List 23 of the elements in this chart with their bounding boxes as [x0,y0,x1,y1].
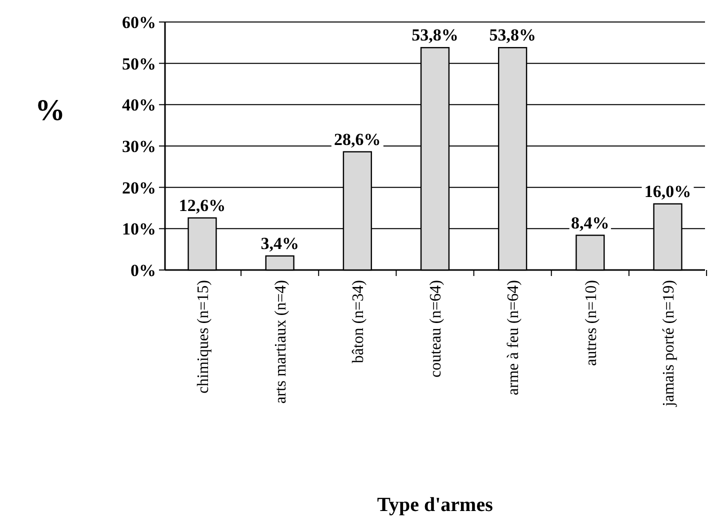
x-tick-label: chimiques (n=15) [194,280,212,394]
data-label: 3,4% [260,234,299,253]
x-tick-label: autres (n=10) [582,280,600,366]
y-tick-label: 10% [122,220,156,239]
x-tick-label: couteau (n=64) [428,280,445,378]
x-tick-label: jamais porté (n=19) [660,280,678,408]
y-tick-label: 0% [130,260,156,280]
data-label: 16,0% [644,182,692,201]
x-axis-title: Type d'armes [377,494,494,516]
y-tick-label: 50% [122,54,156,74]
y-tick-label: 40% [122,96,156,115]
data-label: 53,8% [489,26,536,45]
y-axis-title: % [35,94,65,127]
data-label: 8,4% [571,213,610,232]
x-tick-label: bâton (n=34) [350,280,368,364]
data-label: 28,6% [334,130,381,149]
y-tick-label: 60% [122,12,156,32]
x-tick-label: arme à feu (n=64) [505,280,522,396]
y-tick-label: 20% [122,178,156,198]
data-label: 53,8% [412,26,458,45]
data-label: 12,6% [178,196,226,215]
x-tick-label: arts martiaux (n=4) [272,280,290,404]
y-tick-label: 30% [122,136,156,156]
